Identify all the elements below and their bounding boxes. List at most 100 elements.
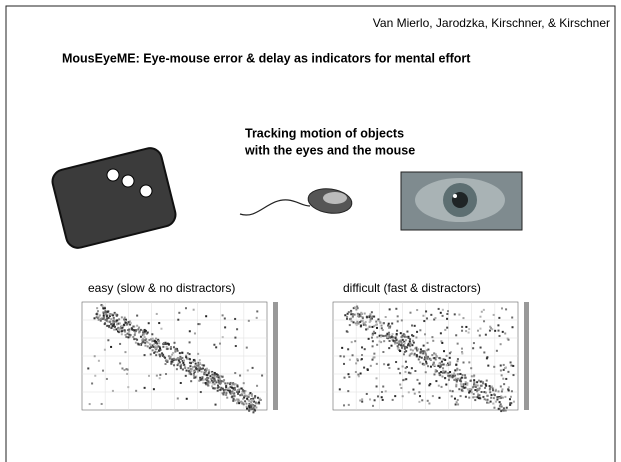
plot-dot (455, 383, 458, 386)
plot-dot (184, 374, 187, 377)
plot-dot (228, 383, 231, 386)
plot-dot (358, 313, 361, 316)
plot-dot (255, 406, 258, 409)
plot-dot (241, 394, 244, 397)
plot-dot (477, 388, 480, 391)
plot-dot (158, 377, 161, 380)
plot-dot (474, 385, 477, 388)
plot-dot (117, 326, 120, 329)
plot-dot (124, 351, 127, 354)
plot-dot (167, 343, 170, 346)
plot-dot (419, 348, 422, 351)
plot-dot (154, 350, 157, 353)
plot-dot (478, 387, 481, 390)
plot-dot (495, 400, 498, 403)
plot-dot (88, 403, 91, 406)
plot-dot (250, 401, 253, 404)
plot-dot (206, 381, 209, 384)
plot-dot (403, 345, 406, 348)
plot-dot (190, 369, 193, 372)
plot-dot (510, 402, 513, 405)
plot-dot (394, 395, 397, 398)
plot-dot (357, 375, 360, 378)
plot-dot (396, 345, 399, 348)
plot-dot (384, 334, 387, 337)
plot-dot (97, 359, 100, 362)
plot-dot (488, 329, 491, 332)
plot-dot (350, 310, 353, 313)
plot-dot (164, 363, 167, 366)
plot-dot (123, 316, 126, 319)
plot-dot (442, 369, 445, 372)
plot-dot (123, 329, 126, 332)
plot-dot (487, 364, 490, 367)
plot-dot (490, 396, 493, 399)
plot-dot (431, 395, 434, 398)
plot-dot (171, 353, 174, 356)
plot-dot (363, 312, 366, 315)
plot-dot (245, 405, 248, 408)
plot-dot (213, 387, 216, 390)
plot-dot (127, 321, 130, 324)
plot-dot (226, 382, 229, 385)
plot-dot (434, 358, 437, 361)
plot-dot (396, 320, 399, 323)
plot-dot (211, 372, 214, 375)
plot-dot (201, 363, 204, 366)
plot-dot (95, 313, 98, 316)
plot-dot (182, 361, 185, 364)
plot-dot (352, 321, 355, 324)
plot-dot (176, 397, 179, 400)
plot-dot (159, 347, 162, 350)
plot-dot (234, 372, 237, 375)
tracking-line: Tracking motion of objects (245, 126, 404, 140)
plot-dot (356, 321, 359, 324)
plot-dot (253, 400, 256, 403)
plot-dot (132, 336, 135, 339)
plot-dot (144, 341, 147, 344)
plot-dot (433, 373, 436, 376)
plot-dot (235, 402, 238, 405)
plot-dot (110, 326, 113, 329)
plot-dot (399, 350, 402, 353)
plot-dot (204, 371, 207, 374)
plot-dot (419, 395, 422, 398)
plot-dot (107, 339, 110, 342)
plot-dot (144, 339, 147, 342)
plot-dot (395, 339, 398, 342)
plot-dot (502, 377, 505, 380)
plot-dot (121, 324, 124, 327)
plot-dot (356, 359, 359, 362)
plot-dot (376, 395, 379, 398)
plot-dot (433, 352, 436, 355)
plot-dot (440, 340, 443, 343)
plot-dot (372, 330, 375, 333)
plot-dot (368, 325, 371, 328)
plot-dot (152, 388, 155, 391)
plot-dot (346, 315, 349, 318)
plot-dot (123, 369, 126, 372)
plot-dot (446, 310, 449, 313)
plot-dot (460, 376, 463, 379)
plot-dot (361, 354, 364, 357)
plot-dot (368, 321, 371, 324)
plot-dot (472, 342, 475, 345)
plot-dot (408, 342, 411, 345)
plot-dot (188, 341, 191, 344)
plot-dot (193, 376, 196, 379)
plot-dot (498, 397, 501, 400)
plot-dot (409, 372, 412, 375)
plot-dot (485, 379, 488, 382)
plot-dot (489, 385, 492, 388)
plot-dot (498, 316, 501, 319)
plot-dot (476, 387, 479, 390)
plot-dot (394, 342, 397, 345)
plot-dot (128, 328, 131, 331)
plot-dot (501, 388, 504, 391)
plot-dot (210, 379, 213, 382)
plot-dot (375, 320, 378, 323)
plot-dot (248, 409, 251, 412)
plot-dot (205, 315, 208, 318)
plot-dot (408, 354, 411, 357)
plot-dot (464, 381, 467, 384)
